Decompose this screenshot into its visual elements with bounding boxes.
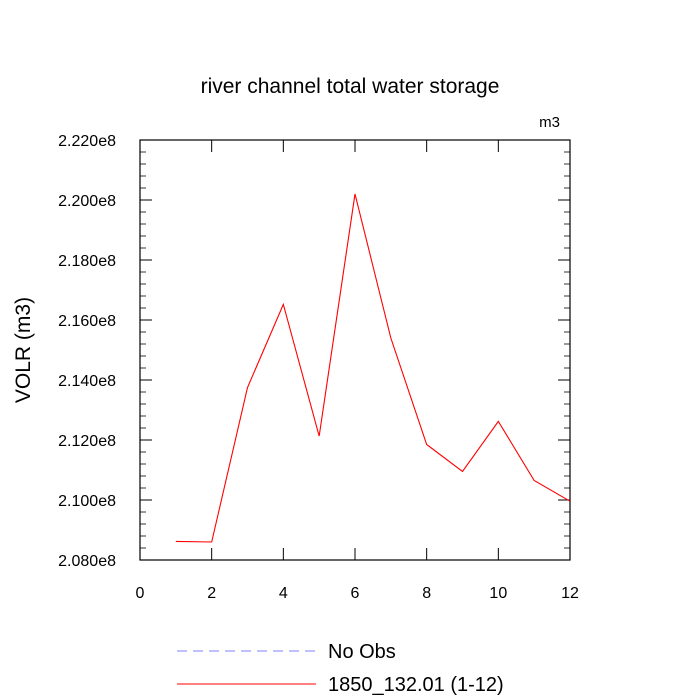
y-tick-label: 2.160e8 [58,313,116,330]
x-tick-label: 12 [561,585,579,602]
x-tick-label: 0 [136,585,145,602]
x-tick-label: 10 [489,585,507,602]
chart-title: river channel total water storage [201,75,500,98]
y-tick-labels: 2.080e8 2.100e8 2.120e8 2.140e8 2.160e8 2.180… [58,133,116,570]
series-layer [175,193,571,543]
legend-label: 1850_132.01 (1-12) [328,674,504,696]
x-tick-label: 4 [279,585,288,602]
y-tick-label: 2.100e8 [58,493,116,510]
x-tick-label: 6 [351,585,360,602]
legend-label: No Obs [328,641,396,663]
x-tick-label: 8 [422,585,431,602]
y-tick-label: 2.140e8 [58,373,116,390]
x-tick-labels: 0 2 4 6 8 10 12 [136,585,579,602]
axis-ticks [139,139,571,561]
y-tick-label: 2.180e8 [58,253,116,270]
series-line [175,193,571,543]
x-tick-label: 2 [207,585,216,602]
y-tick-label: 2.200e8 [58,193,116,210]
plot-frame [139,139,571,561]
y-axis-title: VOLR (m3) [12,297,35,403]
legend: No Obs 1850_132.01 (1-12) [177,641,504,696]
plot-border [139,139,571,561]
y-tick-label: 2.220e8 [58,133,116,150]
y-tick-label: 2.080e8 [58,553,116,570]
y-tick-label: 2.120e8 [58,433,116,450]
units-label: m3 [539,114,560,131]
